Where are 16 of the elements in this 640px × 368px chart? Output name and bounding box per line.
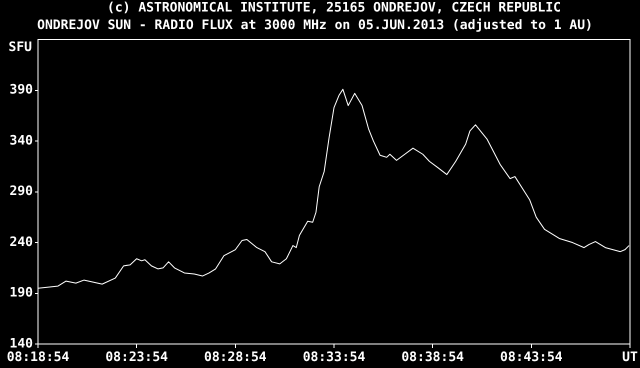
x-tick-label: UT — [622, 350, 638, 366]
x-tick-label: 08:38:54 — [401, 350, 464, 366]
y-axis-title: SFU — [8, 40, 32, 55]
x-tick-label: 08:18:54 — [6, 350, 70, 366]
y-tick-label: 190 — [10, 286, 34, 301]
x-tick-label: 08:28:54 — [204, 350, 267, 366]
y-tick-label: 340 — [10, 133, 34, 148]
x-tick-label: 08:33:54 — [302, 350, 366, 366]
x-tick-label: 08:23:54 — [105, 350, 168, 366]
x-tick-label: 08:43:54 — [500, 350, 563, 366]
chart-title: ONDREJOV SUN - RADIO FLUX at 3000 MHz on 05.JUN.2013 (adjusted to 1 AU) — [37, 18, 593, 34]
text: (c) ASTRONOMICAL INSTITUTE, 25165 ONDREJOV, CZECH REPUBLIC — [107, 0, 561, 16]
y-tick-label: 140 — [10, 336, 34, 352]
y-tick-label: 240 — [10, 234, 34, 250]
y-tick-label: 290 — [10, 184, 34, 200]
y-tick-label: 390 — [10, 82, 34, 98]
